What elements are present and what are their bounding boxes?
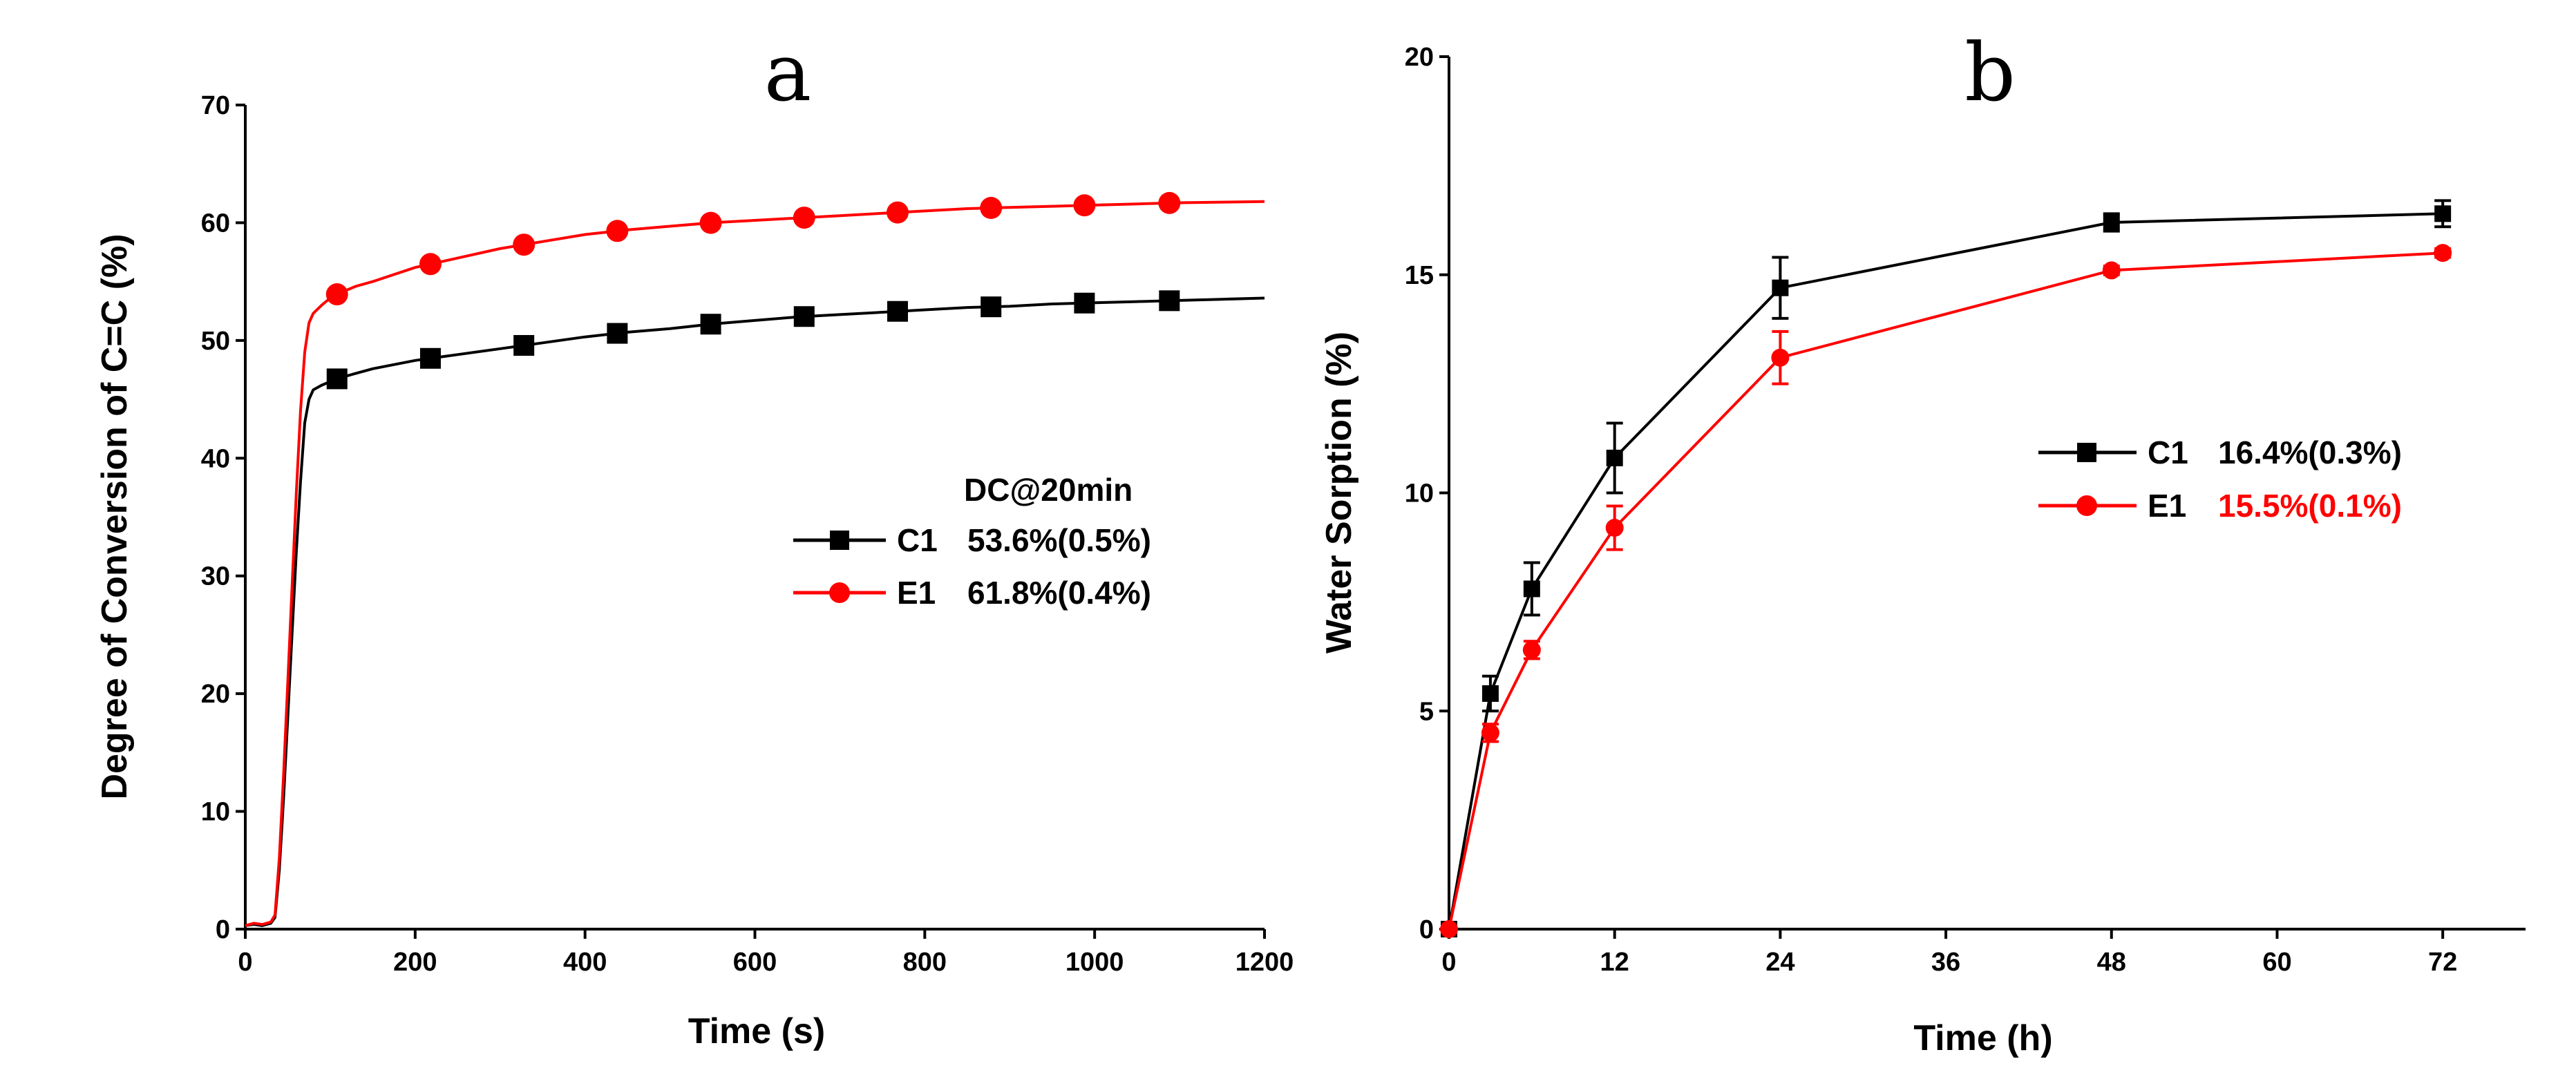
panel-a-legend-title: DC@20min: [964, 472, 1133, 508]
panel-b-y-tick-label: 0: [1419, 915, 1434, 944]
panel-a-point-e1: [793, 207, 815, 229]
panel-b-line-e1: [1448, 251, 2443, 930]
panel-a-point-c1: [419, 347, 441, 369]
panel-a-y-tick-label: 40: [201, 444, 230, 473]
panel-a-legend: DC@20min C1 53.6%(0.5%) E1 61.8%(0.4%): [793, 472, 1151, 611]
panel-a-y-axis-label: Degree of Conversion of C=C (%): [95, 233, 135, 799]
panel-b-point-e1: [2102, 261, 2121, 280]
panel-b-point-e1: [1522, 640, 1541, 659]
panel-b-point-e1: [1440, 920, 1458, 938]
panel-b-x-tick-label: 72: [2428, 948, 2457, 977]
panel-a-y-tick-label: 20: [201, 680, 230, 709]
legend-b-c1-name: C1: [2148, 435, 2188, 470]
panel-a-plot-area: [245, 191, 1265, 927]
panel-a-y-tick-label: 0: [216, 915, 230, 944]
legend-b-e1-value: 15.5%(0.1%): [2218, 488, 2402, 524]
panel-b-y-ticks: 0 5 10 15 20: [1405, 43, 1449, 944]
panel-b-title: b: [1964, 27, 2016, 120]
panel-a-x-tick-label: 1000: [1066, 948, 1124, 977]
panel-a-x-tick-label: 0: [238, 948, 252, 977]
panel-b-x-tick-label: 24: [1765, 948, 1794, 977]
panel-a-point-e1: [980, 197, 1003, 220]
legend-b-e1-marker: [2076, 495, 2097, 516]
panel-b-series-e1: [1440, 244, 2452, 938]
panel-a-y-tick-label: 10: [201, 798, 230, 827]
panel-b-point-e1: [1481, 723, 1499, 742]
panel-b-x-ticks: 0 12 24 36 48 60 72: [1441, 929, 2457, 977]
panel-b-point-c1: [2434, 205, 2452, 222]
panel-a-y-tick-label: 60: [201, 209, 230, 238]
panel-a-series-c1: [245, 290, 1265, 927]
panel-a-y-tick-label: 30: [201, 562, 230, 591]
panel-b-point-e1: [1771, 348, 1790, 367]
panel-a-point-c1: [607, 323, 628, 344]
panel-b-point-c1: [1481, 685, 1499, 702]
panel-a-title: a: [764, 27, 812, 120]
panel-b-point-c1: [1772, 279, 1789, 296]
panel-a-point-c1: [700, 314, 721, 335]
legend-a-c1-value: 53.6%(0.5%): [967, 522, 1151, 558]
legend-b-c1-value: 16.4%(0.3%): [2218, 435, 2402, 470]
legend-a-e1-marker: [829, 582, 850, 603]
legend-a-e1-name: E1: [897, 575, 936, 611]
panel-a-point-c1: [887, 300, 908, 322]
panel-b-point-c1: [1523, 580, 1540, 598]
panel-a-x-tick-label: 200: [393, 948, 437, 977]
panel-b-series-c1: [1441, 199, 2452, 937]
panel-b-x-axis-label: Time (h): [1913, 1018, 2052, 1058]
panel-a-point-c1: [981, 296, 1002, 318]
panel-a-point-c1: [1074, 292, 1095, 314]
panel-a-point-e1: [1073, 194, 1096, 217]
panel-a-point-c1: [1159, 290, 1180, 312]
panel-a-x-tick-label: 800: [903, 948, 947, 977]
panel-b-x-tick-label: 60: [2262, 948, 2291, 977]
panel-a-point-e1: [325, 283, 348, 306]
panel-a-y-tick-label: 70: [201, 91, 230, 120]
panel-b-y-axis-label: Water Sorption (%): [1319, 332, 1359, 653]
panel-b: b 0 5 10 15 20 0 12 24 36 48 60 72 Time (h) Water …: [1319, 27, 2526, 1058]
legend-b-e1-name: E1: [2148, 488, 2186, 524]
panel-b-legend: C1 16.4%(0.3%) E1 15.5%(0.1%): [2038, 435, 2402, 524]
panel-a-point-e1: [887, 201, 909, 224]
panel-b-y-tick-label: 10: [1405, 479, 1434, 508]
panel-a-series-e1: [245, 191, 1265, 927]
panel-b-x-tick-label: 48: [2097, 948, 2126, 977]
panel-b-y-tick-label: 20: [1405, 43, 1434, 72]
panel-a-point-e1: [1158, 191, 1181, 214]
panel-a-point-e1: [419, 253, 442, 276]
panel-b-plot-area: [1440, 199, 2452, 938]
legend-b-c1-marker: [2077, 443, 2096, 462]
legend-a-c1-name: C1: [897, 522, 938, 558]
panel-a-point-c1: [326, 368, 348, 390]
panel-b-x-tick-label: 36: [1931, 948, 1960, 977]
panel-a-point-e1: [513, 233, 536, 256]
panel-a-axes: [244, 105, 1265, 930]
panel-a-x-tick-label: 600: [733, 948, 777, 977]
panel-b-line-c1: [1448, 212, 2443, 930]
panel-a-x-tick-label: 1200: [1235, 948, 1294, 977]
panel-b-y-tick-label: 5: [1419, 697, 1434, 726]
panel-b-x-tick-label: 0: [1441, 948, 1456, 977]
panel-b-point-c1: [1606, 449, 1623, 466]
panel-a-x-tick-label: 400: [563, 948, 607, 977]
panel-a-point-e1: [606, 220, 629, 242]
legend-a-c1-marker: [830, 531, 849, 550]
panel-a-x-axis-label: Time (s): [688, 1011, 825, 1051]
panel-a-line-e1: [245, 200, 1265, 927]
panel-a-y-tick-label: 50: [201, 327, 230, 356]
panel-a-x-ticks: 0 200 400 600 800 1000 1200: [238, 929, 1294, 977]
panel-b-y-tick-label: 15: [1405, 261, 1434, 290]
panel-a-point-e1: [699, 211, 722, 234]
panel-a-point-c1: [793, 306, 815, 327]
panel-a-y-ticks: 0 10 20 30 40 50 60 70: [201, 91, 245, 944]
panel-a-line-c1: [245, 296, 1265, 927]
panel-a-point-c1: [513, 335, 535, 356]
panel-b-point-e1: [1605, 519, 1624, 537]
panel-b-point-c1: [2103, 213, 2120, 231]
legend-a-e1-value: 61.8%(0.4%): [967, 575, 1151, 611]
panel-b-point-e1: [2434, 244, 2452, 263]
panel-b-x-tick-label: 12: [1600, 948, 1629, 977]
